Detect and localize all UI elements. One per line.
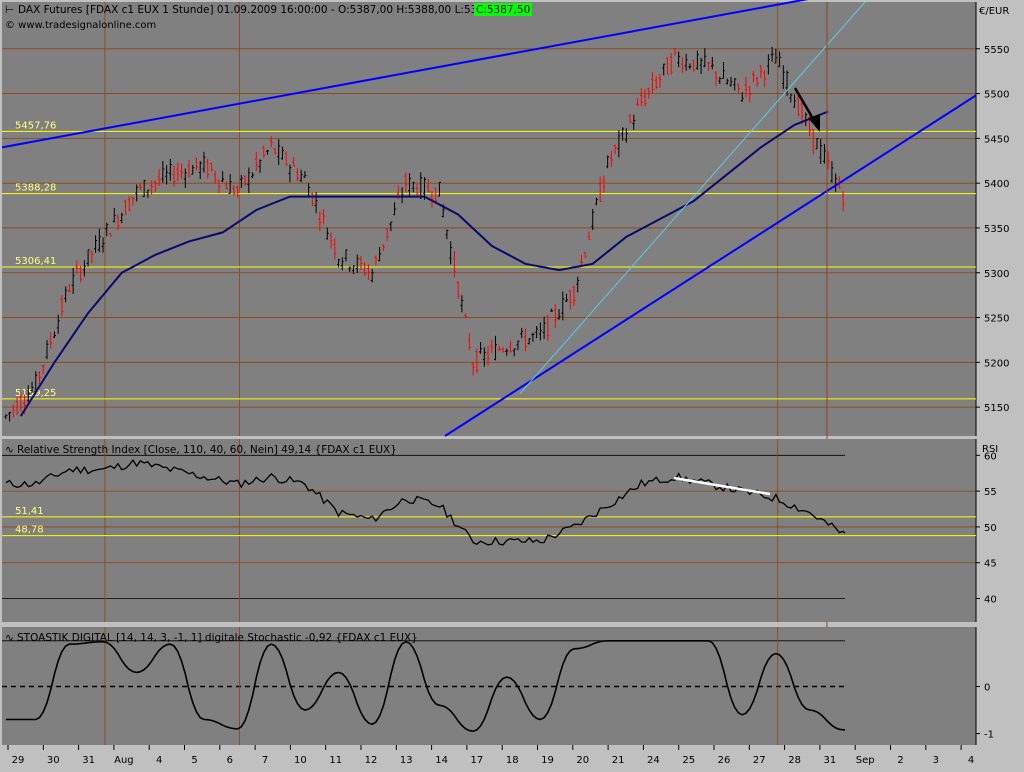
price-level-label-1: 5388,28 <box>15 183 56 194</box>
x-tick-label-23: 31 <box>824 755 837 766</box>
rsi-line-group <box>5 458 846 546</box>
chart-header: ⊢ DAX Futures [FDAX c1 EUX 1 Stunde] 01.… <box>5 3 532 31</box>
watermark: © www.tradesignalonline.com <box>5 20 156 31</box>
price-y-axis: 5150 5200 5250 5300 5350 5400 5450 5500 5550 <box>976 45 1009 414</box>
close-badge: C:5387,50 <box>476 4 530 16</box>
stochastic-tick-label-0: 0 <box>984 683 990 694</box>
x-tick-label-26: 3 <box>933 755 939 766</box>
rsi-panel-background <box>2 439 976 622</box>
x-tick-label-22: 28 <box>788 755 801 766</box>
stochastic-line <box>5 639 845 733</box>
rsi-tick-label-55: 55 <box>984 487 997 498</box>
price-tick-label-5550: 5550 <box>984 45 1009 56</box>
title-cursor-icon: ⊢ <box>5 4 14 16</box>
price-tick-label-5350: 5350 <box>984 224 1009 235</box>
x-tick-label-25: 2 <box>897 755 903 766</box>
channel-line <box>519 1 866 395</box>
x-tick-label-15: 19 <box>541 755 554 766</box>
x-tick-label-3: Aug <box>114 755 134 766</box>
x-tick-label-1: 30 <box>47 755 60 766</box>
price-tick-label-5450: 5450 <box>984 134 1009 145</box>
support-trendline <box>444 94 977 437</box>
rsi-tick-label-45: 45 <box>984 559 997 570</box>
price-tick-label-5250: 5250 <box>984 314 1009 325</box>
stochastic-tick-label--1: -1 <box>984 730 994 741</box>
x-tick-label-0: 29 <box>12 755 25 766</box>
price-tick-label-5200: 5200 <box>984 358 1009 369</box>
stochastic-indicator-icon: ∿ <box>5 632 14 644</box>
rsi-axis-label: RSI <box>982 444 998 455</box>
stochastic-panel[interactable]: -1 0 ∿ STOASTIK DIGITAL [14, 14, 3, -1, 1… <box>2 627 994 745</box>
price-tick-label-5300: 5300 <box>984 269 1009 280</box>
rsi-indicator-icon: ∿ <box>5 444 14 456</box>
x-tick-label-6: 6 <box>227 755 233 766</box>
x-tick-label-18: 24 <box>647 755 660 766</box>
x-tick-label-27: 4 <box>968 755 974 766</box>
x-tick-label-9: 11 <box>329 755 342 766</box>
x-tick-label-19: 25 <box>682 755 695 766</box>
rsi-tick-label-40: 40 <box>984 595 997 606</box>
x-tick-label-21: 27 <box>753 755 766 766</box>
x-tick-label-20: 26 <box>718 755 731 766</box>
price-level-label-2: 5306,41 <box>15 256 56 267</box>
stochastic-y-axis: -1 0 <box>976 683 994 741</box>
price-panel-background <box>2 2 976 436</box>
x-tick-label-10: 12 <box>365 755 378 766</box>
instrument-title: DAX Futures [FDAX c1 EUX 1 Stunde] 01.09… <box>18 4 507 16</box>
x-tick-label-7: 7 <box>262 755 268 766</box>
annotation-arrow-head-icon <box>808 114 820 132</box>
currency-label: €/EUR <box>979 6 1009 17</box>
x-tick-label-11: 13 <box>400 755 413 766</box>
x-axis: 29 30 31 Aug 4 5 6 7 10 11 12 13 14 17 18 19 20 21 24 25 26 2… <box>7 745 974 766</box>
price-tick-label-5150: 5150 <box>984 403 1009 414</box>
rsi-tick-label-50: 50 <box>984 523 997 534</box>
rsi-grid <box>2 439 977 622</box>
x-tick-label-12: 14 <box>435 755 448 766</box>
rsi-divergence-line <box>673 476 771 496</box>
rsi-line <box>5 458 846 546</box>
price-tick-label-5500: 5500 <box>984 90 1009 101</box>
rsi-tick-label-60: 60 <box>984 451 997 462</box>
resistance-trendline <box>1 0 809 149</box>
x-tick-label-24: Sep <box>856 755 875 766</box>
x-tick-label-14: 18 <box>506 755 519 766</box>
rsi-y-axis: 40 45 50 55 60 <box>976 451 997 606</box>
stochastic-title: STOASTIK DIGITAL [14, 14, 3, -1, 1] digi… <box>17 632 418 644</box>
x-tick-label-2: 31 <box>82 755 95 766</box>
stochastic-line-group <box>5 639 845 733</box>
moving-average-line <box>19 110 829 417</box>
x-tick-label-4: 4 <box>156 755 162 766</box>
rsi-level-label-0: 51,41 <box>15 506 44 517</box>
rsi-panel[interactable]: 51,41 48,78 40 45 50 55 60 ∿ Relative Strengt… <box>2 439 998 622</box>
x-tick-label-13: 17 <box>471 755 484 766</box>
annotation-arrow-icon <box>793 87 817 123</box>
price-tick-label-5400: 5400 <box>984 179 1009 190</box>
x-tick-label-8: 10 <box>294 755 307 766</box>
rsi-level-label-1: 48,78 <box>15 525 44 536</box>
x-tick-label-5: 5 <box>191 755 197 766</box>
x-tick-label-16: 20 <box>576 755 589 766</box>
x-tick-label-17: 21 <box>612 755 625 766</box>
close-badge-background <box>474 3 532 16</box>
price-level-label-0: 5457,76 <box>15 120 56 131</box>
rsi-title: Relative Strength Index [Close, 110, 40,… <box>17 444 397 456</box>
